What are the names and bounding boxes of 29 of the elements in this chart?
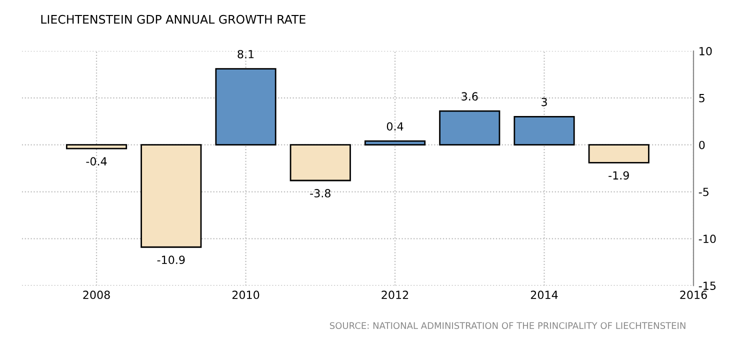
bar (439, 110, 500, 146)
y-tick-label: 5 (699, 94, 704, 102)
bar (66, 144, 128, 150)
data-label: -1.9 (608, 171, 629, 180)
bar (290, 144, 351, 182)
bar (215, 68, 276, 146)
x-tick-label: 2014 (530, 290, 558, 300)
source-note: SOURCE: NATIONAL ADMINISTRATION OF THE PRINCIPALITY OF LIECHTENSTEIN (330, 322, 686, 330)
chart-title: LIECHTENSTEIN GDP ANNUAL GROWTH RATE (41, 14, 306, 24)
y-tick-label: -5 (698, 188, 708, 196)
data-label: 3.6 (462, 92, 478, 101)
y-tick-label: 10 (700, 46, 712, 56)
data-label: 3 (542, 98, 547, 106)
data-label: -0.4 (86, 157, 107, 166)
data-label: 8.1 (238, 50, 254, 58)
x-tick-label: 2012 (382, 290, 408, 300)
bar (514, 116, 575, 146)
y-tick-label: 0 (699, 140, 705, 150)
y-tick-label: -15 (698, 282, 716, 290)
bar (364, 140, 426, 146)
data-label: -10.9 (157, 256, 185, 264)
bar (140, 144, 202, 248)
data-label: 0.4 (386, 122, 404, 131)
y-tick-label: -10 (698, 234, 716, 244)
data-label: -3.8 (310, 189, 330, 198)
bar (588, 144, 650, 164)
x-tick-label: 2008 (83, 290, 110, 300)
x-tick-label: 2010 (232, 290, 260, 300)
x-tick-label: 2016 (680, 290, 707, 300)
